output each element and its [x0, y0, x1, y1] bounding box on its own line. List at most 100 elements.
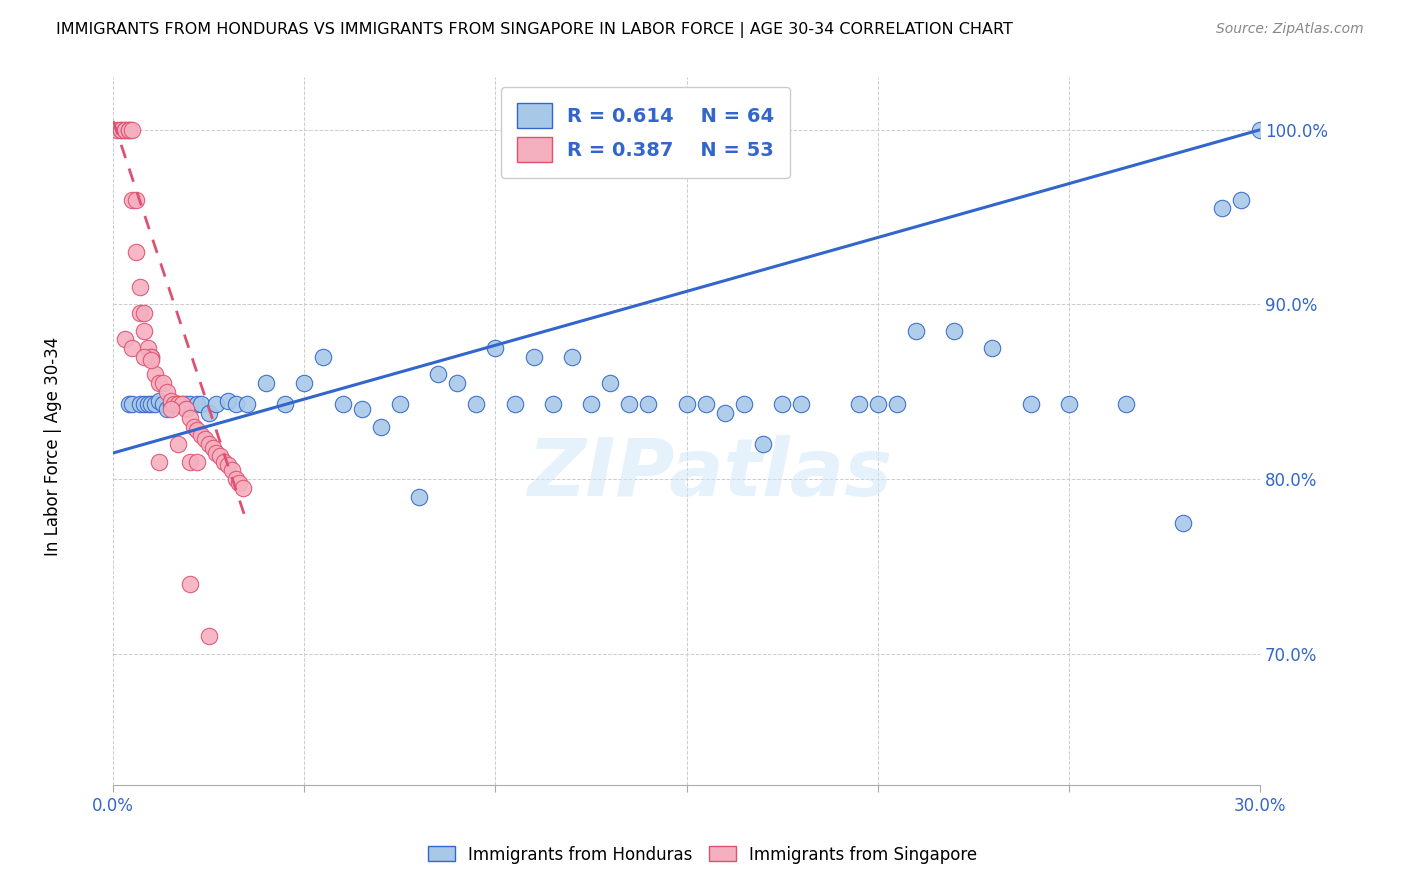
Point — [132, 324, 155, 338]
Point — [152, 376, 174, 390]
Point — [179, 411, 201, 425]
Point — [713, 406, 735, 420]
Point — [121, 397, 143, 411]
Point — [143, 368, 166, 382]
Point — [129, 280, 152, 294]
Point — [163, 397, 186, 411]
Point — [167, 397, 190, 411]
Point — [1173, 516, 1195, 530]
Point — [179, 397, 201, 411]
Point — [141, 350, 163, 364]
Point — [117, 123, 139, 137]
Point — [943, 324, 966, 338]
Point — [179, 577, 201, 591]
Point — [148, 455, 170, 469]
Point — [332, 397, 354, 411]
Point — [228, 475, 250, 490]
Point — [117, 397, 139, 411]
Point — [136, 341, 159, 355]
Point — [619, 397, 641, 411]
Point — [523, 350, 546, 364]
Text: IMMIGRANTS FROM HONDURAS VS IMMIGRANTS FROM SINGAPORE IN LABOR FORCE | AGE 30-34: IMMIGRANTS FROM HONDURAS VS IMMIGRANTS F… — [56, 22, 1014, 38]
Point — [201, 441, 224, 455]
Point — [770, 397, 793, 411]
Point — [194, 432, 217, 446]
Point — [503, 397, 526, 411]
Legend: R = 0.614    N = 64, R = 0.387    N = 53: R = 0.614 N = 64, R = 0.387 N = 53 — [502, 87, 790, 178]
Point — [561, 350, 583, 364]
Point — [695, 397, 717, 411]
Point — [121, 123, 143, 137]
Point — [225, 397, 247, 411]
Point — [274, 397, 297, 411]
Point — [599, 376, 621, 390]
Text: ZIPatlas: ZIPatlas — [527, 434, 891, 513]
Point — [132, 397, 155, 411]
Point — [110, 123, 132, 137]
Point — [236, 397, 259, 411]
Point — [1115, 397, 1137, 411]
Point — [1057, 397, 1080, 411]
Point — [129, 397, 152, 411]
Point — [121, 193, 143, 207]
Point — [866, 397, 889, 411]
Point — [292, 376, 315, 390]
Point — [125, 193, 148, 207]
Point — [167, 437, 190, 451]
Point — [132, 306, 155, 320]
Text: In Labor Force | Age 30-34: In Labor Force | Age 30-34 — [45, 336, 62, 556]
Point — [427, 368, 450, 382]
Point — [179, 455, 201, 469]
Point — [209, 450, 232, 464]
Point — [159, 397, 181, 411]
Point — [186, 397, 208, 411]
Point — [733, 397, 755, 411]
Point — [156, 402, 179, 417]
Point — [170, 397, 193, 411]
Point — [541, 397, 564, 411]
Point — [132, 350, 155, 364]
Point — [174, 397, 197, 411]
Point — [186, 423, 208, 437]
Point — [904, 324, 927, 338]
Point — [183, 419, 205, 434]
Point — [186, 455, 208, 469]
Point — [159, 402, 181, 417]
Point — [225, 472, 247, 486]
Point — [217, 393, 239, 408]
Point — [110, 123, 132, 137]
Point — [350, 402, 373, 417]
Point — [152, 397, 174, 411]
Point — [370, 419, 392, 434]
Point — [675, 397, 697, 411]
Point — [190, 397, 212, 411]
Point — [117, 123, 139, 137]
Point — [114, 123, 136, 137]
Point — [148, 393, 170, 408]
Point — [1019, 397, 1042, 411]
Point — [484, 341, 506, 355]
Point — [105, 123, 128, 137]
Point — [141, 350, 163, 364]
Point — [1249, 123, 1271, 137]
Point — [205, 446, 228, 460]
Point — [121, 341, 143, 355]
Point — [217, 458, 239, 472]
Point — [212, 455, 235, 469]
Point — [167, 397, 190, 411]
Point — [312, 350, 335, 364]
Point — [198, 406, 221, 420]
Point — [446, 376, 468, 390]
Point — [465, 397, 488, 411]
Point — [125, 245, 148, 260]
Legend: Immigrants from Honduras, Immigrants from Singapore: Immigrants from Honduras, Immigrants fro… — [422, 839, 984, 871]
Point — [1211, 202, 1233, 216]
Point — [408, 490, 430, 504]
Point — [143, 397, 166, 411]
Point — [163, 397, 186, 411]
Point — [114, 333, 136, 347]
Text: Source: ZipAtlas.com: Source: ZipAtlas.com — [1216, 22, 1364, 37]
Point — [174, 402, 197, 417]
Point — [205, 397, 228, 411]
Point — [981, 341, 1004, 355]
